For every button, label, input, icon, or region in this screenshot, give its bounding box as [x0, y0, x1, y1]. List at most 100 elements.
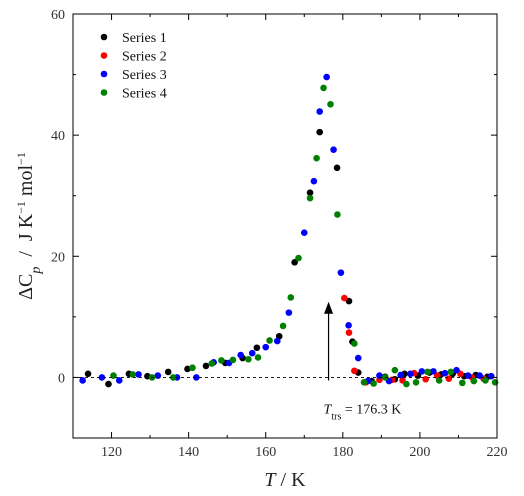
data-point: [406, 370, 414, 378]
x-axis-title: T / K: [264, 469, 306, 491]
data-point: [266, 337, 273, 344]
data-point: [487, 372, 495, 380]
x-tick-label: 200: [409, 445, 430, 460]
data-point: [316, 128, 323, 136]
legend-marker: [100, 89, 108, 96]
legend-label: Series 3: [122, 68, 167, 83]
legend-label: Series 2: [122, 50, 167, 65]
data-point: [248, 349, 256, 357]
data-point: [482, 377, 489, 384]
data-point: [391, 366, 399, 374]
data-point: [351, 340, 358, 347]
x-tick-label: 180: [332, 445, 353, 460]
y-axis-title-mol: mol: [15, 165, 37, 202]
y-tick-label: 20: [51, 250, 65, 265]
data-point: [79, 377, 86, 384]
legend-label: Series 4: [122, 87, 167, 102]
x-axis-title-sep: /: [276, 469, 292, 491]
data-point: [84, 370, 92, 378]
x-axis-title-unit: K: [291, 469, 306, 491]
data-point: [337, 269, 345, 276]
data-point: [218, 357, 225, 364]
data-point: [262, 343, 270, 351]
legend: Series 1 Series 2 Series 3 Series 4: [100, 31, 167, 102]
series-4: [110, 84, 499, 388]
data-point: [441, 369, 449, 377]
x-tick-label: 120: [101, 445, 122, 460]
y-axis-title-main: ΔC: [15, 274, 37, 300]
data-point: [254, 354, 262, 361]
data-point: [310, 177, 318, 185]
legend-label: Series 1: [122, 31, 167, 46]
data-point: [360, 378, 368, 386]
data-point: [273, 337, 281, 345]
data-point: [459, 379, 466, 387]
data-point: [316, 108, 323, 115]
data-point: [291, 259, 298, 266]
data-point: [306, 194, 314, 202]
annotation-label-rest: = 176.3 K: [341, 402, 401, 417]
data-point: [208, 360, 216, 367]
data-point: [418, 368, 426, 375]
x-tick-label: 140: [178, 445, 199, 460]
data-point: [295, 254, 302, 262]
series-1: [84, 128, 491, 388]
data-point: [110, 372, 117, 379]
data-point: [193, 374, 200, 381]
y-axis-title-sub: p: [29, 267, 44, 275]
y-tick-label: 0: [58, 371, 65, 386]
transition-annotation: Ttrs = 176.3 K: [324, 301, 401, 422]
data-point: [345, 329, 353, 336]
data-point: [115, 377, 123, 384]
y-axis-title-units: / J K: [15, 213, 37, 266]
data-point: [341, 294, 348, 302]
plot-points: [79, 73, 499, 388]
data-point: [135, 371, 142, 378]
data-point: [351, 367, 358, 375]
y-axis-title-exp2: −1: [14, 152, 28, 165]
data-point: [424, 368, 431, 376]
data-point: [300, 229, 308, 236]
axis-ticks: 120 140 160 180 200 220 0 20 40 60: [51, 8, 508, 460]
plot-frame: [72, 13, 498, 439]
data-point: [453, 366, 460, 374]
data-point: [253, 344, 261, 352]
data-point: [370, 380, 377, 387]
legend-marker: [100, 52, 108, 59]
data-point: [313, 154, 320, 162]
legend-marker: [100, 70, 108, 78]
data-point: [323, 73, 330, 81]
data-point: [430, 368, 437, 375]
data-point: [447, 368, 455, 376]
data-point: [279, 322, 287, 330]
data-point: [184, 365, 191, 373]
legend-marker: [100, 33, 108, 41]
data-point: [169, 374, 177, 381]
data-point: [98, 374, 106, 381]
data-point: [464, 372, 472, 379]
data-point: [105, 380, 112, 388]
data-point: [189, 364, 196, 372]
data-point: [345, 322, 352, 329]
data-point: [476, 372, 483, 379]
data-point: [435, 377, 443, 384]
data-point: [154, 372, 162, 379]
data-point: [376, 372, 383, 379]
y-axis-title-exp1: −1: [14, 201, 28, 214]
data-point: [129, 371, 137, 378]
data-point: [202, 362, 210, 370]
annotation-label-main: T: [324, 402, 333, 417]
data-point: [354, 354, 362, 362]
data-point: [164, 368, 172, 376]
data-point: [403, 380, 410, 388]
annotation-label-sub: trs: [331, 411, 341, 422]
data-point: [470, 377, 478, 385]
x-tick-label: 160: [255, 445, 276, 460]
data-point: [330, 146, 337, 153]
y-tick-label: 40: [51, 129, 65, 144]
data-point: [285, 309, 293, 316]
y-axis-title: ΔCp / J K−1 mol−1: [14, 152, 44, 300]
data-point: [320, 84, 327, 92]
data-point: [229, 356, 237, 364]
series-2: [341, 294, 487, 386]
